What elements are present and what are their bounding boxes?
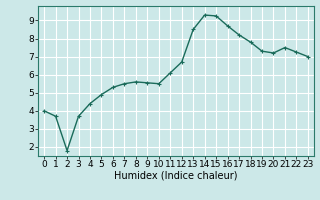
X-axis label: Humidex (Indice chaleur): Humidex (Indice chaleur) xyxy=(114,171,238,181)
